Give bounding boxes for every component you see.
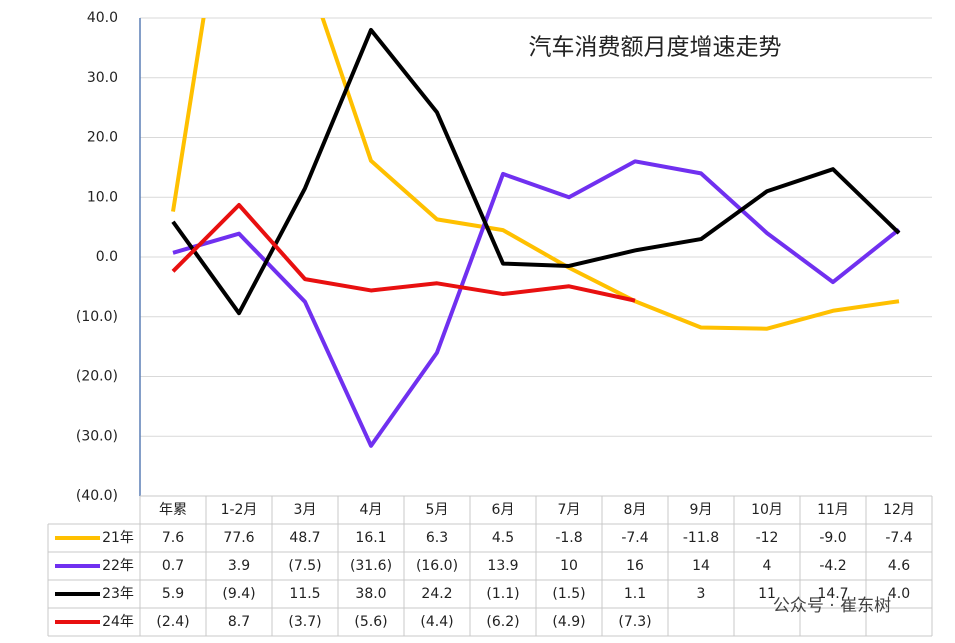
table-value: -11.8 [683,530,719,546]
chart-title: 汽车消费额月度增速走势 [529,35,782,61]
x-tick-label: 7月 [558,502,581,518]
table-value: 77.6 [223,530,254,546]
x-tick-label: 8月 [624,502,647,518]
x-tick-label: 6月 [492,502,515,518]
series-line [171,27,901,316]
table-value: 16.1 [355,530,386,546]
legend-label: 22年 [102,558,134,574]
table-value: (7.5) [288,558,321,574]
x-tick-label: 12月 [883,502,915,518]
y-tick-label: 30.0 [87,70,118,86]
legend-label: 23年 [102,586,134,602]
table-value: -7.4 [621,530,648,546]
table-value: 6.3 [426,530,448,546]
table-value: 4.0 [888,586,910,602]
watermark: 公众号 · 崔东树 [773,596,891,616]
table-value: (7.3) [618,614,651,630]
x-tick-label: 1-2月 [221,502,258,518]
y-tick-label: 40.0 [87,10,118,26]
table-value: -4.2 [819,558,846,574]
legend-label: 21年 [102,530,134,546]
table-value: (16.0) [416,558,458,574]
y-tick-label: 10.0 [87,189,118,205]
table-value: (1.5) [552,586,585,602]
table-value: 4 [763,558,772,574]
table-value: -7.4 [885,530,912,546]
table-value: 7.6 [162,530,184,546]
table-value: (4.9) [552,614,585,630]
x-tick-label: 年累 [159,502,187,518]
plot-area [171,18,901,448]
y-tick-label: 0.0 [96,249,118,265]
series-line [171,203,636,303]
table-value: (5.6) [354,614,387,630]
x-tick-label: 4月 [360,502,383,518]
x-tick-label: 11月 [817,502,849,518]
table-value: -1.8 [555,530,582,546]
table-value: 1.1 [624,586,646,602]
y-tick-label: 20.0 [87,130,118,146]
table-value: 4.5 [492,530,514,546]
table-value: 48.7 [289,530,320,546]
x-tick-label: 5月 [426,502,449,518]
table-value: 16 [626,558,644,574]
table-value: 14.7 [817,586,848,602]
table-value: 14 [692,558,710,574]
table-value: 3.9 [228,558,250,574]
table-value: 3 [697,586,706,602]
table-value: 5.9 [162,586,184,602]
series-line [172,159,901,448]
x-tick-label: 9月 [690,502,713,518]
series-line [171,18,900,331]
x-tick-label: 3月 [294,502,317,518]
table-value: (9.4) [222,586,255,602]
x-tick-label: 10月 [751,502,783,518]
y-tick-label: (20.0) [76,369,118,385]
table-value: -9.0 [819,530,846,546]
table-value: 38.0 [355,586,386,602]
table-value: (4.4) [420,614,453,630]
table-value: 8.7 [228,614,250,630]
table-value: 13.9 [487,558,518,574]
y-tick-label: (30.0) [76,428,118,444]
table-value: (3.7) [288,614,321,630]
table-value: (2.4) [156,614,189,630]
table-value: 10 [560,558,578,574]
table-value: (1.1) [486,586,519,602]
y-tick-label: (40.0) [76,488,118,504]
legend-label: 24年 [102,614,134,630]
table-value: 11.5 [289,586,320,602]
y-tick-label: (10.0) [76,309,118,325]
table-value: -12 [756,530,779,546]
table-value: 24.2 [421,586,452,602]
table-value: (6.2) [486,614,519,630]
table-value: (31.6) [350,558,392,574]
table-value: 4.6 [888,558,910,574]
table-value: 0.7 [162,558,184,574]
table-value: 11 [758,586,776,602]
